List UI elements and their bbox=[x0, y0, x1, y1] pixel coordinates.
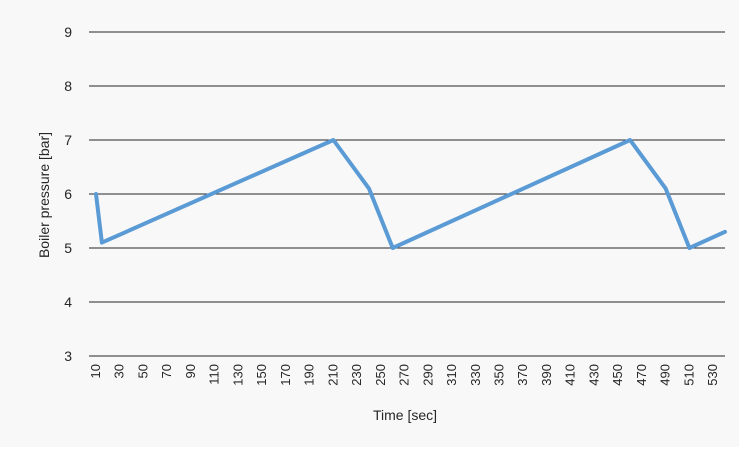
x-tick-label: 110 bbox=[207, 364, 222, 385]
y-axis-label: Boiler pressure [bar] bbox=[36, 132, 52, 258]
y-tick-label: 9 bbox=[64, 24, 72, 40]
y-tick-label: 3 bbox=[64, 348, 72, 364]
y-tick-label: 4 bbox=[64, 294, 72, 310]
series-line-0 bbox=[94, 138, 727, 250]
x-tick-label: 90 bbox=[183, 364, 198, 378]
y-tick-label: 6 bbox=[64, 186, 72, 202]
x-tick-label: 130 bbox=[230, 364, 245, 386]
x-tick-label: 10 bbox=[88, 364, 103, 378]
x-tick-label: 170 bbox=[278, 364, 293, 386]
y-axis-ticks: 3 4 5 6 7 8 9 bbox=[64, 24, 72, 364]
y-tick-label: 5 bbox=[64, 240, 72, 256]
x-tick-label: 510 bbox=[681, 364, 696, 386]
x-tick-label: 490 bbox=[658, 364, 673, 386]
x-tick-label: 430 bbox=[586, 364, 601, 386]
x-tick-label: 450 bbox=[610, 364, 625, 386]
x-tick-label: 470 bbox=[634, 364, 649, 386]
grid-lines bbox=[89, 31, 725, 357]
x-tick-label: 210 bbox=[325, 364, 340, 386]
x-tick-label: 70 bbox=[159, 364, 174, 378]
x-tick-label: 290 bbox=[420, 364, 435, 386]
x-tick-label: 310 bbox=[444, 364, 459, 386]
x-axis-label: Time [sec] bbox=[373, 407, 437, 423]
y-tick-label: 8 bbox=[64, 78, 72, 94]
x-axis-ticks: 10 30 50 70 90 110 130 150 170 190 210 230 250 270 290… bbox=[88, 364, 720, 386]
x-tick-label: 350 bbox=[492, 364, 507, 386]
x-tick-label: 530 bbox=[705, 364, 720, 386]
x-tick-label: 390 bbox=[539, 364, 554, 386]
x-tick-label: 230 bbox=[349, 364, 364, 386]
x-tick-label: 330 bbox=[468, 364, 483, 386]
x-tick-label: 270 bbox=[397, 364, 412, 386]
x-tick-label: 190 bbox=[302, 364, 317, 386]
x-tick-label: 250 bbox=[373, 364, 388, 386]
x-tick-label: 50 bbox=[135, 364, 150, 378]
x-tick-label: 30 bbox=[112, 364, 127, 378]
y-tick-label: 7 bbox=[64, 132, 72, 148]
x-tick-label: 150 bbox=[254, 364, 269, 386]
x-tick-label: 370 bbox=[515, 364, 530, 386]
series-layer bbox=[94, 138, 727, 250]
x-tick-label: 410 bbox=[563, 364, 578, 386]
